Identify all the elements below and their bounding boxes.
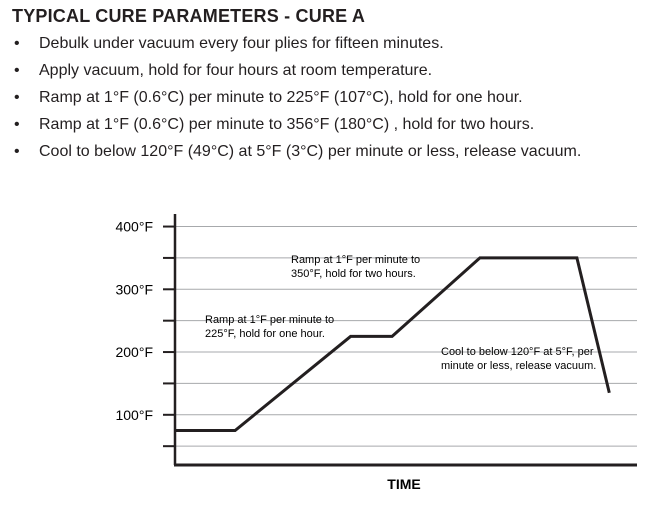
y-tick-label: 200°F [115,344,153,360]
annotation-cooldown-line2: minute or less, release vacuum. [441,360,596,372]
x-axis-label: TIME [387,476,420,492]
cure-step-text: Cool to below 120°F (49°C) at 5°F (3°C) … [39,143,582,160]
list-item: • Ramp at 1°F (0.6°C) per minute to 356°F… [14,114,581,141]
list-item: • Apply vacuum, hold for four hours at ro… [14,60,581,87]
annotation-hold-225-line2: 225°F, hold for one hour. [205,328,325,340]
cure-steps-list: • Debulk under vacuum every four plies fo… [14,33,581,168]
annotation-hold-225-line1: Ramp at 1°F per minute to [205,314,334,326]
cure-step-text: Apply vacuum, hold for four hours at roo… [39,62,433,79]
cure-step-text: Ramp at 1°F (0.6°C) per minute to 356°F … [39,116,535,133]
annotation-hold-350-line2: 350°F, hold for two hours. [291,268,416,280]
y-tick-label: 300°F [115,281,153,297]
annotation-hold-350-line1: Ramp at 1°F per minute to [291,254,420,266]
list-item: • Ramp at 1°F (0.6°C) per minute to 225°F… [14,87,581,114]
page-title: TYPICAL CURE PARAMETERS - CURE A [12,6,366,26]
cure-temperature-line [175,256,611,432]
list-item: • Debulk under vacuum every four plies fo… [14,33,581,60]
bullet-icon: • [14,116,20,133]
bullet-icon: • [14,35,20,52]
cure-step-text: Debulk under vacuum every four plies for… [39,35,444,52]
y-tick-label: 400°F [115,219,153,235]
annotation-cooldown-line1: Cool to below 120°F at 5°F, per [441,346,594,358]
grid-lines [163,225,637,448]
list-item: • Cool to below 120°F (49°C) at 5°F (3°C)… [14,141,581,168]
y-ticks: 400°F 300°F 200°F 100°F [115,219,153,423]
cure-step-text: Ramp at 1°F (0.6°C) per minute to 225°F … [39,89,523,106]
bullet-icon: • [14,143,20,160]
y-tick-label: 100°F [115,407,153,423]
bullet-icon: • [14,62,20,79]
bullet-icon: • [14,89,20,106]
